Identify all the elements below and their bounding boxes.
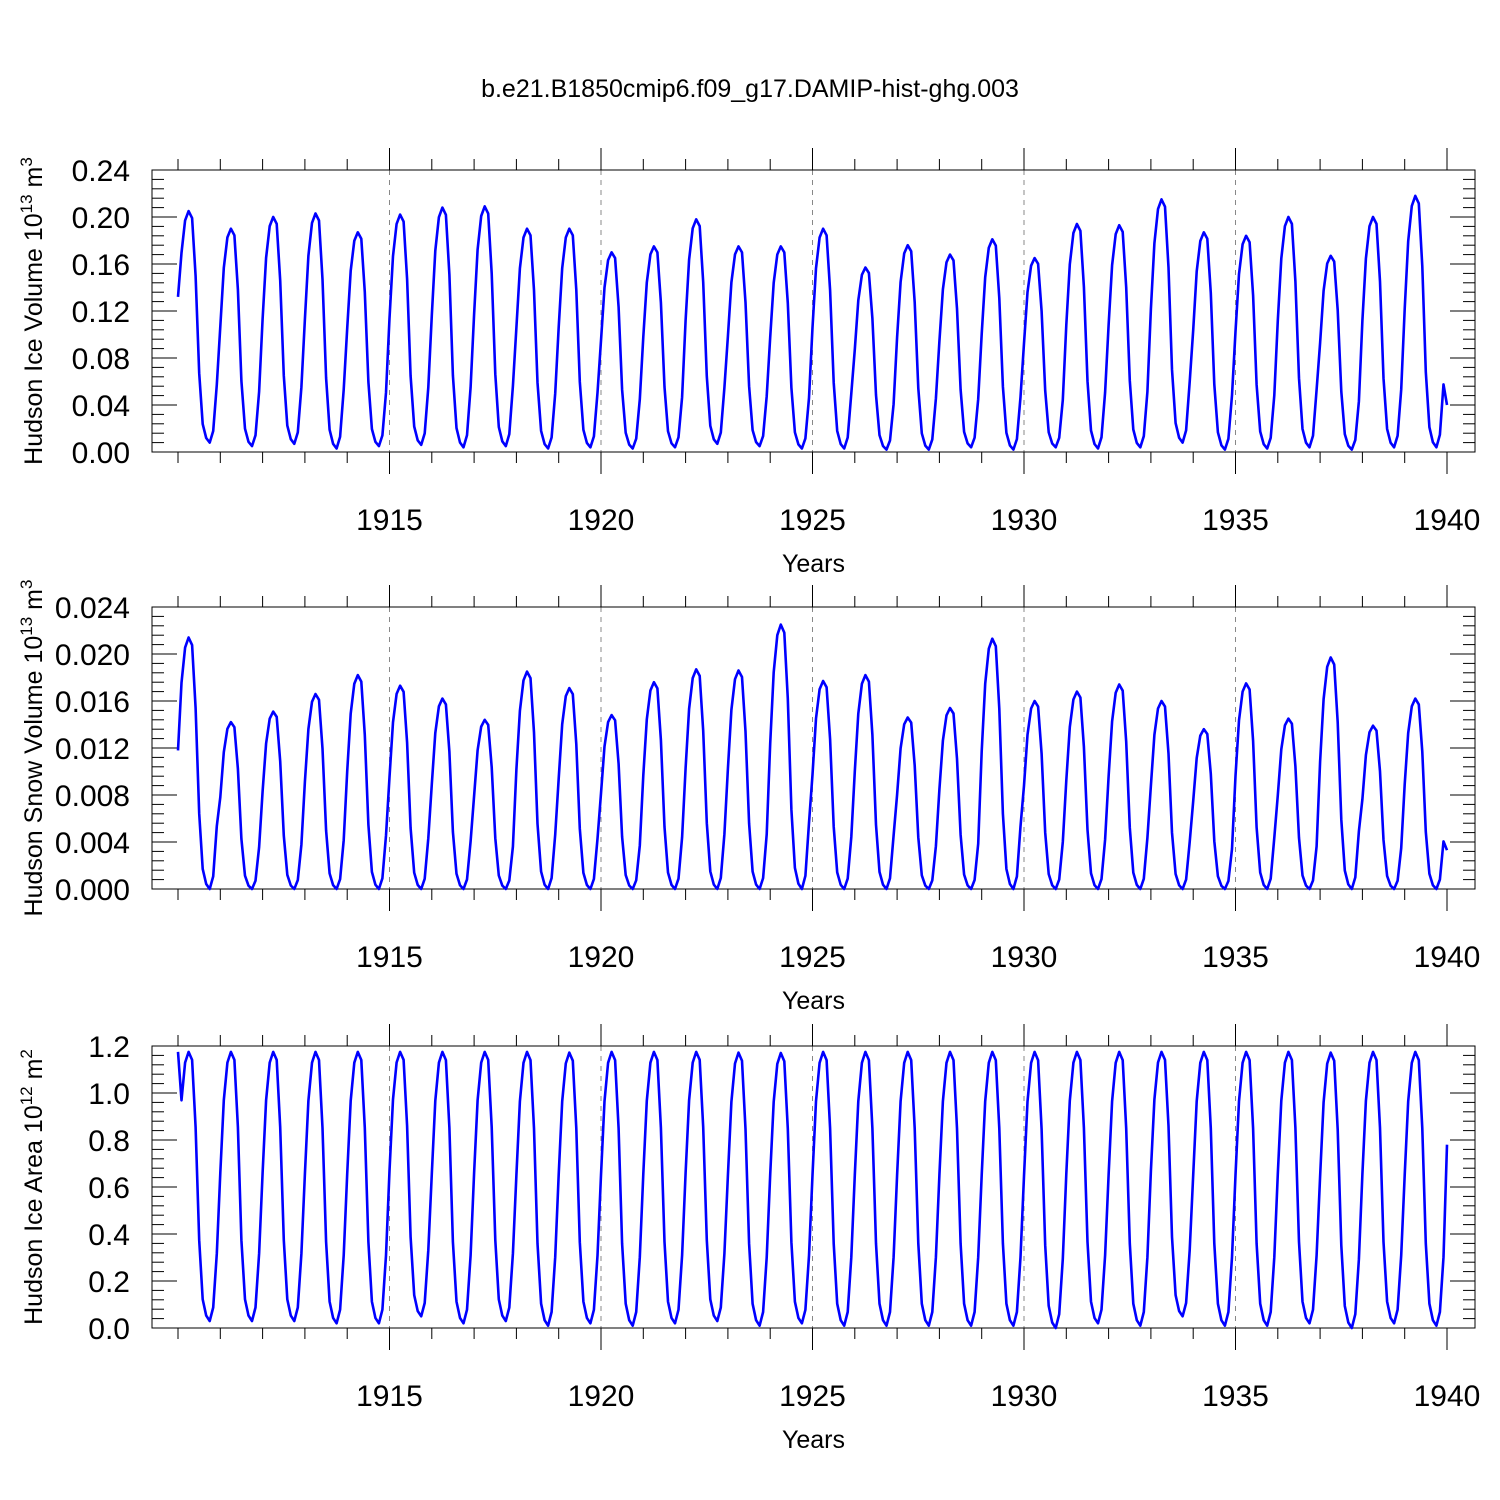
y-axis-label: Hudson Ice Volume 1013 m3 (17, 157, 48, 465)
y-tick-label: 0.20 (72, 202, 130, 235)
x-tick-label: 1915 (356, 504, 423, 537)
panel-2: 0.000 0.004 0.008 0.012 0.016 0.020 0.024 1915 1… (17, 580, 1480, 1015)
x-tick-label: 1935 (1202, 504, 1269, 537)
series-line (176, 623, 1449, 891)
x-tick-label: 1920 (568, 1380, 635, 1413)
x-tick-label: 1935 (1202, 1380, 1269, 1413)
x-tick-label: 1930 (991, 941, 1058, 974)
y-axis-label: Hudson Ice Area 1012 m2 (17, 1049, 48, 1325)
panel-3: 0.0 0.2 0.4 0.6 0.8 1.0 1.2 1915 1920 1925 1930 193… (17, 1024, 1480, 1454)
x-tick-label: 1925 (779, 504, 846, 537)
y-tick-label: 0.8 (88, 1125, 130, 1158)
series-line (176, 1050, 1449, 1330)
panels: 0.00 0.04 0.08 0.12 0.16 0.20 0.24 1915 1920 1925… (17, 148, 1480, 1454)
x-tick-label: 1930 (991, 504, 1058, 537)
series-line (176, 194, 1449, 451)
y-tick-label: 0.004 (55, 827, 130, 860)
x-tick-label: 1925 (779, 1380, 846, 1413)
x-tick-label: 1920 (568, 941, 635, 974)
y-tick-label: 0.16 (72, 249, 130, 282)
x-tick-label: 1915 (356, 1380, 423, 1413)
x-tick-label: 1940 (1414, 1380, 1481, 1413)
y-tick-label: 0.024 (55, 592, 130, 625)
x-axis-label: Years (782, 987, 845, 1015)
x-tick-label: 1935 (1202, 941, 1269, 974)
y-tick-label: 1.0 (88, 1078, 130, 1111)
y-tick-label: 0.08 (72, 343, 130, 376)
y-tick-label: 0.00 (72, 437, 130, 470)
x-tick-label: 1925 (779, 941, 846, 974)
y-tick-label: 0.000 (55, 874, 130, 907)
panel-1: 0.00 0.04 0.08 0.12 0.16 0.20 0.24 1915 1920 1925… (17, 148, 1480, 578)
y-tick-label: 0.4 (88, 1219, 130, 1252)
y-tick-label: 0.04 (72, 390, 130, 423)
x-tick-label: 1930 (991, 1380, 1058, 1413)
y-tick-label: 0.008 (55, 780, 130, 813)
y-tick-label: 0.2 (88, 1266, 130, 1299)
x-tick-label: 1920 (568, 504, 635, 537)
y-tick-label: 0.016 (55, 686, 130, 719)
y-tick-label: 1.2 (88, 1031, 130, 1064)
figure-title: b.e21.B1850cmip6.f09_g17.DAMIP-hist-ghg.… (481, 75, 1019, 103)
y-tick-label: 0.020 (55, 639, 130, 672)
y-tick-label: 0.6 (88, 1172, 130, 1205)
x-tick-label: 1915 (356, 941, 423, 974)
y-tick-label: 0.0 (88, 1313, 130, 1346)
x-tick-label: 1940 (1414, 941, 1481, 974)
x-axis-label: Years (782, 550, 845, 578)
x-tick-label: 1940 (1414, 504, 1481, 537)
x-axis-label: Years (782, 1426, 845, 1454)
y-tick-label: 0.24 (72, 155, 130, 188)
y-axis-label: Hudson Snow Volume 1013 m3 (17, 580, 48, 917)
y-tick-label: 0.12 (72, 296, 130, 329)
y-tick-label: 0.012 (55, 733, 130, 766)
